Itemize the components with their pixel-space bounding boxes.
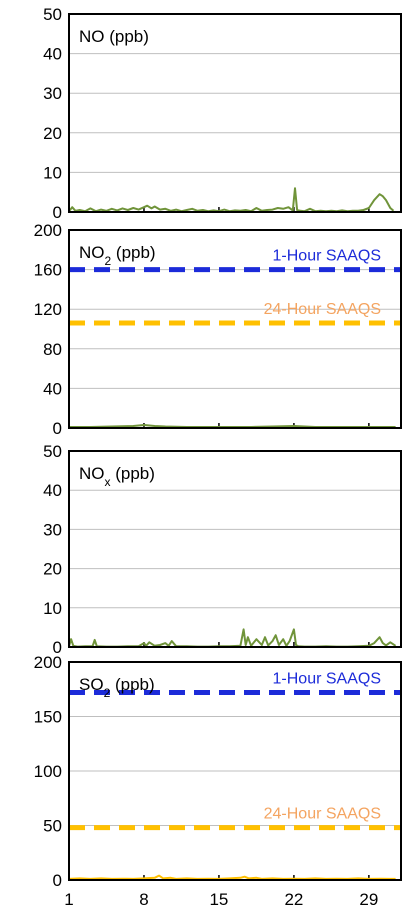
plot-frame	[68, 229, 402, 429]
y-tick-label: 120	[34, 300, 62, 319]
y-tick-label: 100	[34, 762, 62, 781]
standard-label-2: 24-Hour SAAQS	[264, 301, 381, 318]
y-tick-label: 20	[43, 124, 62, 143]
chart-panel-4: 0 50 100 150 200 1-Hour SAAQS 24-Hour SAAQS SO2…	[34, 653, 402, 890]
y-tick-label: 200	[34, 653, 62, 672]
panel-title: NO (ppb)	[79, 27, 149, 46]
plot-frame	[68, 13, 402, 213]
standard-label-2: 24-Hour SAAQS	[264, 806, 381, 823]
chart-panel-1: 0 10 20 30 40 50 NO (ppb)	[43, 5, 402, 222]
y-tick-label: 20	[43, 560, 62, 579]
y-tick-label: 30	[43, 520, 62, 539]
x-tick-label: 15	[209, 890, 228, 909]
data-series-line	[68, 187, 395, 213]
y-tick-label: 0	[53, 638, 62, 657]
y-tick-label: 0	[53, 871, 62, 890]
standard-label-1: 1-Hour SAAQS	[273, 248, 381, 265]
y-tick-label: 40	[43, 45, 62, 64]
data-series-line	[69, 424, 396, 428]
y-tick-label: 80	[43, 340, 62, 359]
y-tick-label: 10	[43, 599, 62, 618]
x-tick-label: 8	[139, 890, 148, 909]
plot-frame	[68, 450, 402, 648]
x-tick-label: 29	[359, 890, 378, 909]
y-tick-label: 0	[53, 419, 62, 438]
y-tick-label: 30	[43, 84, 62, 103]
panel-title: NO2 (ppb)	[79, 243, 156, 268]
y-tick-label: 160	[34, 261, 62, 280]
y-tick-label: 40	[43, 481, 62, 500]
x-tick-label: 22	[284, 890, 303, 909]
plot-frame	[68, 661, 402, 881]
y-tick-label: 50	[43, 442, 62, 461]
y-tick-label: 0	[53, 203, 62, 222]
panel-title: SO2 (ppb)	[79, 675, 155, 700]
y-tick-label: 50	[43, 817, 62, 836]
data-series-line	[68, 874, 396, 880]
x-tick-label: 1	[64, 890, 73, 909]
data-series-line	[68, 628, 397, 648]
y-tick-label: 40	[43, 379, 62, 398]
y-tick-label: 200	[34, 221, 62, 240]
standard-label-1: 1-Hour SAAQS	[273, 671, 381, 688]
chart-panel-3: 0 10 20 30 40 50 NOx (ppb)	[43, 442, 402, 657]
chart-panel-2: 0 40 80 120 160 200 1-Hour SAAQS 24-Hour SAAQS N…	[34, 221, 402, 438]
panel-title: NOx (ppb)	[79, 464, 155, 489]
y-tick-label: 50	[43, 5, 62, 24]
y-tick-label: 10	[43, 163, 62, 182]
y-tick-label: 150	[34, 708, 62, 727]
